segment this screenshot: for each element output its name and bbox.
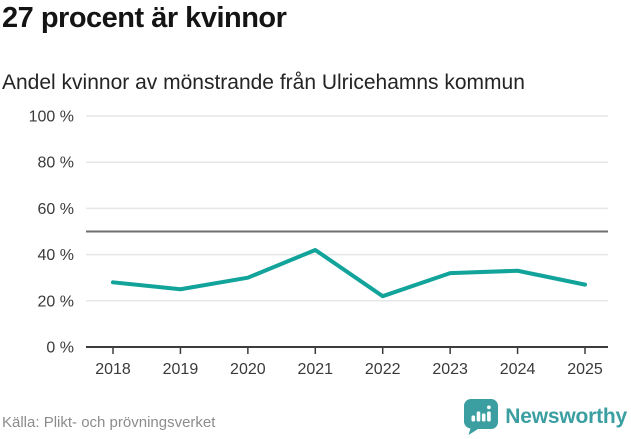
chart-title: 27 procent är kvinnor bbox=[2, 2, 287, 34]
svg-text:60 %: 60 % bbox=[38, 201, 74, 218]
svg-text:2025: 2025 bbox=[567, 361, 603, 378]
newsworthy-badge-icon bbox=[464, 399, 499, 435]
svg-text:2022: 2022 bbox=[365, 361, 401, 378]
svg-text:2023: 2023 bbox=[432, 361, 468, 378]
y-axis-labels: 0 % 20 % 40 % 60 % 80 % 100 % bbox=[29, 109, 74, 357]
svg-text:2024: 2024 bbox=[500, 361, 536, 378]
x-axis-labels: 2018 2019 2020 2021 2022 2023 2024 2025 bbox=[95, 361, 603, 378]
line-chart: 0 % 20 % 40 % 60 % 80 % 100 % 2018 2019 2020 2021… bbox=[29, 109, 608, 378]
newsworthy-wordmark: Newsworthy bbox=[505, 405, 627, 428]
newsworthy-logo[interactable]: Newsworthy bbox=[464, 399, 627, 435]
x-axis bbox=[86, 346, 608, 354]
svg-text:40 %: 40 % bbox=[38, 247, 74, 264]
svg-text:2018: 2018 bbox=[95, 361, 131, 378]
svg-text:2019: 2019 bbox=[163, 361, 199, 378]
svg-text:80 %: 80 % bbox=[38, 155, 74, 172]
data-line bbox=[111, 247, 587, 299]
y-gridlines bbox=[86, 115, 608, 302]
source-attribution: Källa: Plikt- och prövningsverket bbox=[2, 414, 216, 431]
svg-text:20 %: 20 % bbox=[38, 293, 74, 310]
svg-text:2021: 2021 bbox=[297, 361, 333, 378]
chart-subtitle: Andel kvinnor av mönstrande från Ulriceh… bbox=[2, 71, 525, 94]
svg-text:2020: 2020 bbox=[230, 361, 266, 378]
svg-text:100 %: 100 % bbox=[29, 109, 74, 126]
svg-text:0 %: 0 % bbox=[46, 340, 74, 357]
